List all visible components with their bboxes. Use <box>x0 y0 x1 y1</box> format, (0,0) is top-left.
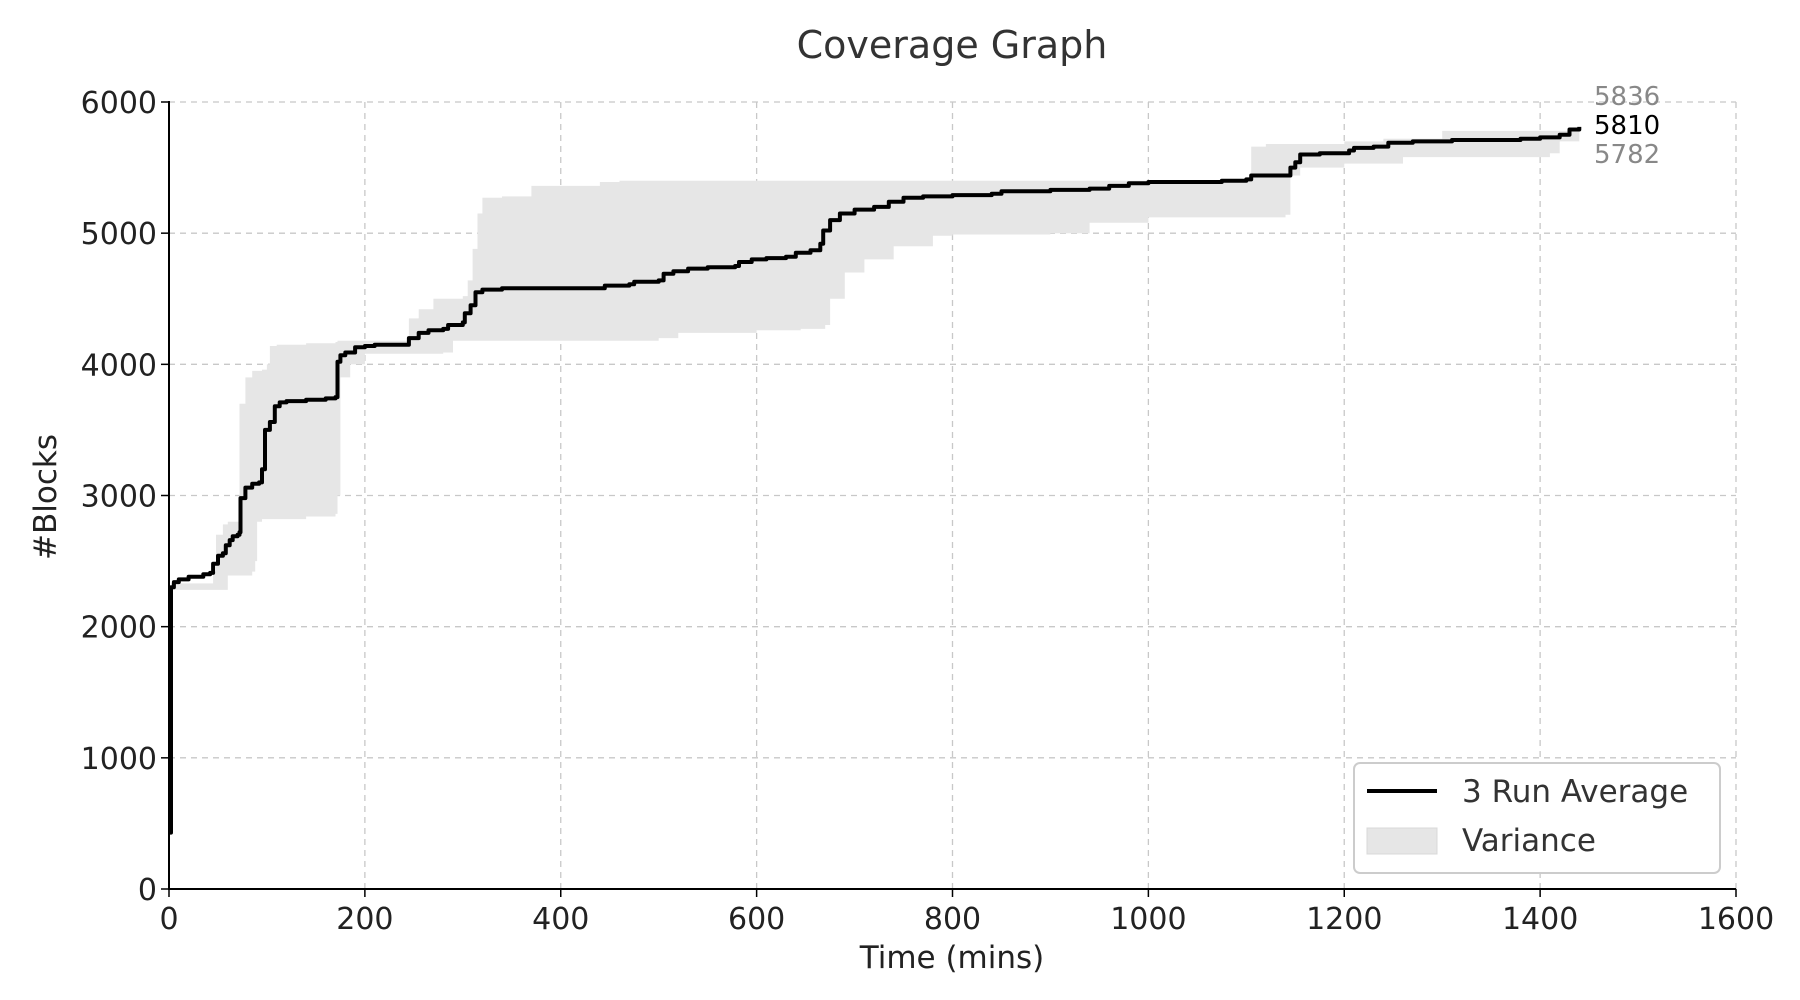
x-tick-label: 400 <box>532 902 589 937</box>
y-tick-label: 5000 <box>81 217 157 252</box>
y-tick-label: 6000 <box>81 86 157 121</box>
x-tick-label: 1400 <box>1502 902 1578 937</box>
x-axis-label: Time (mins) <box>859 940 1045 976</box>
x-tick-label: 200 <box>336 902 393 937</box>
variance-band <box>169 123 1580 833</box>
x-tick-label: 1200 <box>1306 902 1382 937</box>
legend-box <box>1353 762 1721 874</box>
y-ticks: 0 1000 2000 3000 4000 5000 6000 <box>81 86 169 908</box>
x-tick-label: 0 <box>159 902 178 937</box>
legend-band-swatch <box>1366 827 1438 855</box>
average-line <box>169 126 1582 835</box>
y-tick-label: 4000 <box>81 348 157 383</box>
legend-line-label: 3 Run Average <box>1462 774 1688 810</box>
y-tick-label: 1000 <box>81 742 157 777</box>
x-ticks: 0 200 400 600 800 1000 1200 1400 1600 <box>159 889 1774 937</box>
y-tick-label: 3000 <box>81 480 157 515</box>
y-tick-label: 2000 <box>81 611 157 646</box>
average-line-path <box>169 126 1582 835</box>
end-label-mean: 5810 <box>1594 111 1660 141</box>
chart-title: Coverage Graph <box>797 23 1108 67</box>
legend-band-label: Variance <box>1462 823 1596 859</box>
end-label-upper: 5836 <box>1594 82 1660 112</box>
y-tick-label: 0 <box>138 873 157 908</box>
x-tick-label: 600 <box>728 902 785 937</box>
legend: 3 Run Average Variance <box>1353 762 1721 874</box>
x-tick-label: 1600 <box>1698 902 1774 937</box>
end-label-lower: 5782 <box>1594 140 1660 170</box>
y-axis-label: #Blocks <box>28 434 64 560</box>
x-tick-label: 800 <box>924 902 981 937</box>
x-tick-label: 1000 <box>1110 902 1186 937</box>
variance-area <box>169 123 1580 833</box>
